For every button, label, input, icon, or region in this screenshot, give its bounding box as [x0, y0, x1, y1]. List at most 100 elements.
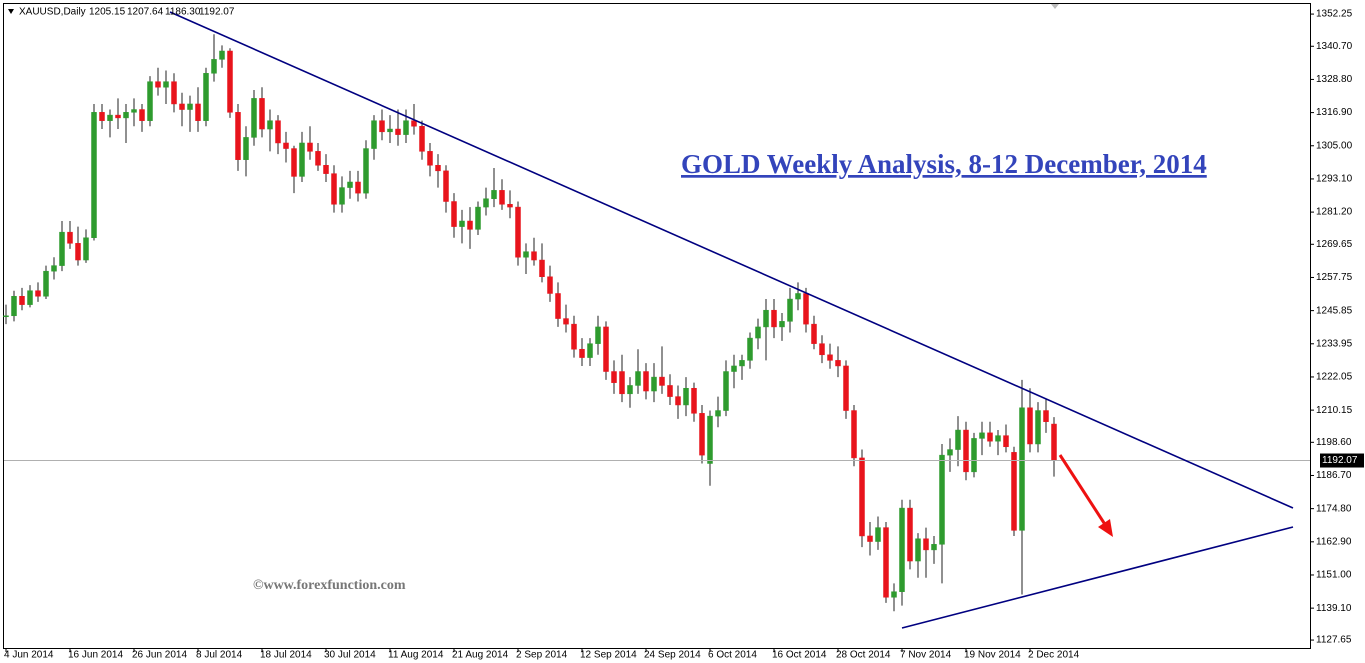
candle-body	[67, 231, 73, 244]
candle-body	[291, 148, 297, 177]
candle-body	[867, 535, 873, 542]
candle-body	[51, 265, 57, 272]
candle-body	[963, 429, 969, 473]
candle-body	[851, 410, 857, 459]
resistance-trendline	[169, 11, 1294, 509]
y-tick-label: 1245.85	[1316, 305, 1353, 316]
y-tick-label: 1186.70	[1316, 470, 1352, 481]
candle-body	[99, 112, 105, 121]
header: XAUUSD,Daily 1205.15 1207.64 1186.30 119…	[8, 7, 235, 18]
y-tick-label: 1174.80	[1316, 503, 1352, 514]
candle-body	[803, 293, 809, 325]
candle-body	[507, 204, 513, 208]
candle-body	[163, 81, 169, 88]
candle-body	[1043, 410, 1049, 422]
candle-body	[555, 293, 561, 319]
header-icon	[8, 9, 14, 14]
candle-body	[155, 81, 161, 88]
candle-body	[771, 309, 777, 328]
candle-body	[347, 181, 353, 188]
candle-body	[195, 103, 201, 121]
candle-body	[675, 396, 681, 406]
candle-body	[979, 432, 985, 439]
y-tick-label: 1340.70	[1316, 41, 1353, 52]
x-tick-label: 12 Sep 2014	[580, 650, 637, 661]
candle-body	[603, 326, 609, 372]
x-tick-label: 16 Oct 2014	[772, 650, 827, 661]
candle-body	[987, 432, 993, 442]
candle-body	[459, 220, 465, 227]
candle-body	[275, 120, 281, 144]
y-tick-label: 1293.10	[1316, 174, 1353, 185]
y-tick-label: 1257.75	[1316, 272, 1353, 283]
bid-label: 1192.07	[1322, 455, 1358, 466]
scroll-marker	[1051, 4, 1059, 9]
candle-body	[595, 326, 601, 344]
candle-body	[715, 410, 721, 417]
candle-body	[75, 243, 81, 261]
candle-body	[1051, 423, 1057, 461]
candle-body	[91, 112, 97, 238]
candle-body	[571, 323, 577, 350]
candle-body	[523, 251, 529, 258]
x-tick-label: 30 Jul 2014	[324, 650, 376, 661]
candle-body	[331, 173, 337, 205]
candle-body	[43, 270, 49, 297]
y-tick-label: 1151.00	[1316, 570, 1352, 581]
candle-body	[355, 181, 361, 194]
y-tick-label: 1162.90	[1316, 536, 1352, 547]
forecast-arrow	[1058, 454, 1108, 527]
x-tick-label: 16 Jun 2014	[68, 650, 123, 661]
candle-body	[179, 103, 185, 110]
candle-body	[795, 293, 801, 300]
candle-body	[859, 457, 865, 537]
candle-body	[1003, 435, 1009, 448]
candle-body	[11, 296, 17, 317]
candle-body	[915, 538, 921, 562]
x-tick-label: 26 Jun 2014	[132, 650, 187, 661]
y-tick-label: 1281.20	[1316, 207, 1353, 218]
y-tick-label: 1269.65	[1316, 239, 1353, 250]
candle-body	[131, 109, 137, 113]
candle-body	[475, 206, 481, 230]
candle-body	[379, 120, 385, 133]
candle-body	[539, 259, 545, 278]
candle-body	[691, 387, 697, 414]
candle-body	[219, 50, 225, 60]
x-tick-label: 28 Oct 2014	[836, 650, 891, 661]
y-tick-label: 1210.15	[1316, 405, 1353, 416]
candle-body	[883, 527, 889, 598]
candle-body	[203, 73, 209, 121]
candle-body	[27, 290, 33, 305]
candle-body	[147, 81, 153, 121]
candle-body	[443, 170, 449, 202]
x-tick-label: 19 Nov 2014	[964, 650, 1021, 661]
candle-body	[171, 81, 177, 105]
x-tick-label: 6 Oct 2014	[708, 650, 757, 661]
candle-body	[699, 413, 705, 456]
candle-body	[747, 337, 753, 361]
candle-body	[299, 142, 305, 177]
forecast-arrow-head	[1098, 519, 1113, 537]
candle-body	[83, 237, 89, 261]
candle-body	[955, 429, 961, 450]
candle-body	[315, 151, 321, 166]
y-tick-label: 1198.60	[1316, 437, 1352, 448]
candle-body	[707, 415, 713, 464]
candle-body	[515, 206, 521, 258]
candle-body	[579, 348, 585, 358]
candle-body	[995, 435, 1001, 442]
candle-body	[115, 114, 121, 119]
candle-body	[547, 276, 553, 294]
x-tick-label: 8 Jul 2014	[196, 650, 243, 661]
candle-body	[283, 142, 289, 149]
x-tick-label: 7 Nov 2014	[900, 650, 952, 661]
candle-body	[651, 376, 657, 392]
candle-body	[435, 165, 441, 172]
candle-body	[339, 187, 345, 205]
ohlc-label: 1207.64	[127, 7, 164, 18]
chart-title: GOLD Weekly Analysis, 8-12 December, 201…	[681, 149, 1207, 179]
y-tick-label: 1233.95	[1316, 338, 1353, 349]
x-tick-label: 18 Jul 2014	[260, 650, 312, 661]
candles	[3, 34, 1310, 612]
